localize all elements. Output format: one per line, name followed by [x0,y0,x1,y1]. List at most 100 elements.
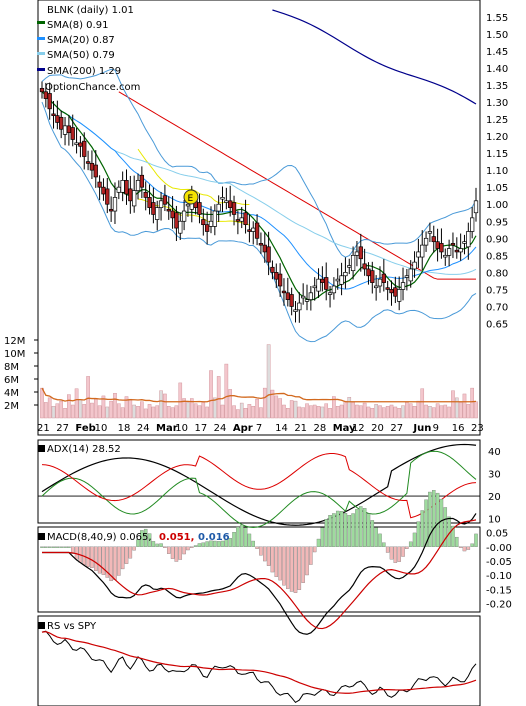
volume-bar-76 [332,396,336,419]
macd-hist-bar-64 [286,546,290,589]
candle-body-27 [143,191,148,198]
adx-tick-3: 10 [488,515,501,526]
macd-hist-bar-69 [305,546,309,576]
macd-panel: 0.05 -0.00 -0.05 -0.10 -0.15 -0.20 [40,490,512,635]
candle-body-48 [224,200,229,203]
macd-hist-bar-22 [124,546,129,564]
candle-body-109 [458,248,463,253]
volume-bar-40 [193,403,198,419]
panel-frame-3 [37,615,481,706]
volume-bar-49 [228,389,232,419]
macd-hist-bar-74 [324,519,328,547]
candle-body-77 [335,278,340,282]
candle-body-47 [220,197,225,200]
x-tick-15: May [333,423,356,434]
macd-hist-bar-59 [266,546,271,566]
volume-bar-22 [124,396,129,419]
macd-hist-bar-40 [193,545,198,547]
candle-body-97 [412,261,417,270]
volume-bar-110 [462,393,467,419]
macd-hist-bar-97 [412,532,417,547]
legend-sma8: SMA(8) 0.91 [47,20,108,31]
macd-hist-bar-51 [236,526,240,547]
candle-body-107 [450,243,456,246]
macd-hist-bar-35 [174,546,179,562]
bb-lower-line [41,101,477,343]
candle-body-80 [347,265,352,268]
adx-swatch [38,445,45,452]
candle-body-3 [51,113,56,116]
macd-hist-bar-71 [312,546,317,553]
candle-body-102 [431,236,436,243]
candle-body-81 [350,254,356,272]
volume-bar-17 [105,406,110,419]
candle-body-23 [128,188,133,202]
volume-bar-91 [389,404,394,419]
macd-hist-bar-111 [466,546,471,550]
x-tick-21: 16 [452,423,465,434]
macd-hist-bar-83 [359,506,363,547]
macd-tick-3: -0.10 [486,571,512,582]
candle-body-6 [62,125,68,135]
macd-hist-bar-41 [197,543,202,547]
volume-bar-89 [382,407,386,419]
candle-body-41 [197,202,202,215]
volume-bar-48 [224,363,229,419]
volume-bar-55 [251,406,256,419]
candle-body-54 [247,229,252,232]
price-panel: 1.55 1.50 1.45 1.40 1.35 1.30 1.25 1.20 1.15 1.10… [39,9,508,343]
macd-hist-bar-32 [163,546,167,548]
volume-bar-54 [247,404,252,419]
macd-hist-bar-113 [474,533,478,547]
macd-hist-bar-2 [47,546,52,548]
volume-bar-84 [362,402,367,419]
candle-body-16 [101,186,106,195]
candle-body-95 [404,275,410,278]
volume-bar-72 [316,406,321,419]
volume-bar-103 [435,403,440,419]
volume-bar-51 [236,409,240,419]
macd-hist-bar-21 [120,546,125,570]
macd-hist-bar-43 [205,541,209,547]
candle-body-36 [178,220,183,234]
price-tick-0: 1.55 [486,13,508,24]
volume-bar-82 [355,404,359,419]
legend: BLNK (daily) 1.01 SMA(8) 0.91 SMA(20) 0.… [37,5,140,93]
volume-bar-70 [309,405,313,419]
macd-label: MACD(8,40,9) 0.065, [47,532,152,543]
earnings-marker: E [183,189,199,205]
candle-body-63 [281,290,287,294]
candle-body-71 [312,285,317,289]
x-tick-12: 14 [275,423,288,434]
x-tick-18: 27 [390,423,403,434]
macd-hist-bar-39 [190,546,194,548]
candle-body-59 [266,246,271,263]
candle-body-52 [239,217,244,222]
candle-body-29 [151,202,156,215]
price-tick-14: 0.85 [486,251,508,262]
macd-hist-bar-110 [462,546,467,552]
macd-hist-bar-112 [470,543,474,547]
candle-body-60 [270,266,275,273]
macd-hist-bar-95 [405,546,409,549]
volume-bar-35 [174,405,179,419]
candle-body-17 [105,188,110,205]
candle-body-13 [89,162,95,171]
price-tick-1: 1.50 [486,30,508,41]
volume-bar-75 [328,408,332,419]
volume-bar-61 [274,395,279,419]
macd-hist-bar-100 [424,499,428,547]
candle-body-33 [166,208,171,212]
candle-body-91 [389,289,394,294]
volume-bar-57 [259,407,263,419]
chart-title: BLNK (daily) 1.01 [47,5,134,16]
volume-bar-42 [201,402,206,419]
macd-hist-bar-101 [428,491,432,547]
macd-hist-bar-60 [270,546,275,573]
macd-hist-bar-70 [309,546,313,565]
volume-bar-36 [178,382,183,419]
candle-body-53 [243,212,248,226]
candle-body-4 [55,115,60,123]
macd-hist-bar-20 [117,546,121,576]
candle-body-100 [423,237,429,246]
